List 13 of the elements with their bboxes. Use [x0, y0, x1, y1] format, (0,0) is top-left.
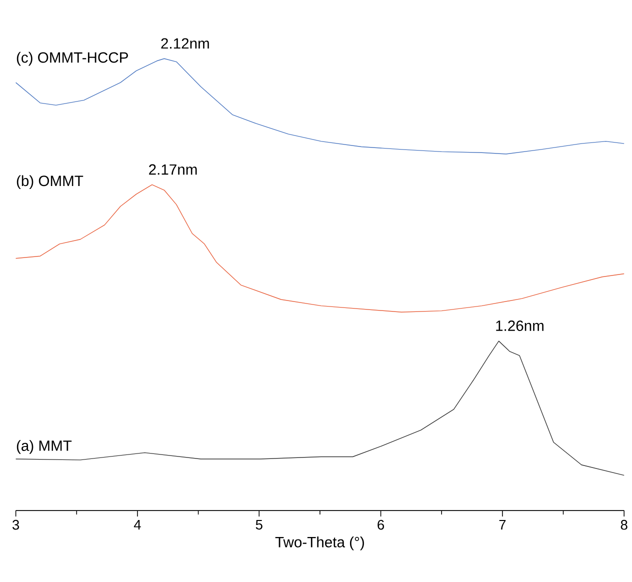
x-tick-label: 4	[134, 520, 141, 530]
series-label: (a) MMT	[16, 440, 72, 454]
series-label: (c) OMMT-HCCP	[16, 52, 128, 66]
annotation: 1.26nm	[496, 320, 544, 332]
annotation: 2.12nm	[161, 38, 209, 49]
x-tick-label: 3	[12, 520, 20, 530]
x-tick-label: 6	[378, 520, 384, 530]
annotation: 2.17nm	[149, 164, 197, 175]
x-axis-title: Two-Theta (°)	[275, 536, 364, 550]
text: (b) OMMT	[16, 175, 84, 190]
x-tick-label: 5	[256, 520, 262, 530]
x-tick-label: 7	[499, 520, 506, 530]
x-tick-label: 8	[620, 520, 628, 530]
